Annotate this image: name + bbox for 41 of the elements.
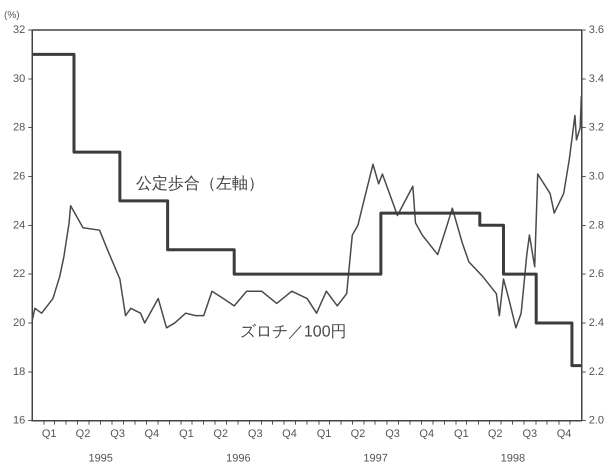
- y-tick-label: 26: [12, 170, 26, 183]
- x-tick-label: Q1: [42, 428, 57, 440]
- x2-tick-label: 1998: [500, 452, 526, 464]
- x2-tick-label: 1995: [88, 452, 113, 464]
- x2-tick-label: 1996: [226, 452, 251, 464]
- x-tick-label: Q4: [282, 428, 297, 440]
- x-tick-label: Q4: [556, 428, 572, 440]
- x-tick-label: Q2: [213, 428, 228, 440]
- x-tick-label: Q3: [385, 428, 400, 440]
- y2-tick-label: 2.6: [588, 268, 604, 280]
- y-axis-title: (%): [4, 10, 20, 21]
- x-tick-label: Q2: [76, 428, 90, 440]
- x-tick-label: Q4: [419, 428, 434, 440]
- x-tick-label: Q4: [144, 428, 160, 440]
- y2-tick-label: 2.0: [588, 414, 604, 427]
- x-tick-label: Q3: [110, 428, 125, 440]
- y-tick-label: 24: [12, 219, 26, 232]
- y2-tick-label: 3.2: [588, 122, 604, 134]
- x-tick-label: Q1: [316, 428, 332, 440]
- y2-tick-label: 2.4: [588, 316, 604, 329]
- y-tick-label: 20: [12, 316, 26, 329]
- y-tick-label: 18: [12, 366, 26, 378]
- y2-tick-label: 2.8: [588, 219, 604, 232]
- y2-tick-label: 3.6: [588, 24, 604, 36]
- x-tick-label: Q2: [350, 428, 366, 440]
- y2-tick-label: 2.2: [588, 366, 604, 378]
- x-tick-label: Q1: [454, 428, 469, 440]
- y2-tick-label: 3.0: [588, 170, 604, 183]
- x-tick-label: Q3: [248, 428, 263, 440]
- y2-tick-label: 3.4: [588, 72, 604, 85]
- y-tick-label: 30: [12, 72, 26, 85]
- x-tick-label: Q2: [488, 428, 503, 440]
- series-label: 公定歩合（左軸）: [136, 174, 264, 192]
- y-tick-label: 22: [12, 268, 26, 280]
- series-label: ズロチ／100円: [240, 323, 347, 340]
- x-tick-label: Q1: [179, 428, 194, 440]
- x2-tick-label: 1997: [363, 452, 388, 464]
- x-tick-label: Q3: [522, 428, 538, 440]
- y-tick-label: 32: [12, 24, 26, 36]
- y-tick-label: 28: [12, 122, 26, 134]
- y-tick-label: 16: [12, 414, 26, 427]
